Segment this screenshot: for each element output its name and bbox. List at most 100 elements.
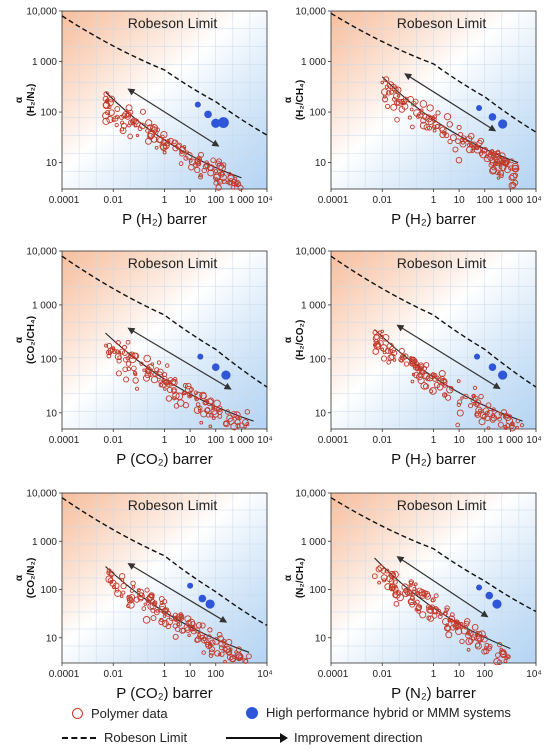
- polymer-point: [211, 404, 215, 409]
- y-tick-label: 10: [46, 408, 58, 419]
- hybrid-point: [197, 353, 204, 360]
- polymer-point: [468, 141, 475, 148]
- polymer-point: [198, 173, 203, 178]
- polymer-point: [499, 173, 504, 179]
- polymer-point: [218, 640, 226, 648]
- polymer-point: [223, 659, 227, 664]
- polymer-point: [106, 353, 112, 359]
- x-tick-label: 0.01: [373, 435, 393, 446]
- polymer-point: [456, 409, 464, 417]
- polymer-point: [496, 176, 501, 180]
- polymer-point: [215, 184, 222, 191]
- polymer-point: [486, 645, 492, 652]
- x-tick-label: 0.01: [104, 669, 124, 680]
- polymer-point: [114, 123, 119, 128]
- y-axis-label: α(CO₂/CH₄): [14, 316, 37, 364]
- polymer-point: [119, 573, 126, 580]
- x-axis-label: P (N₂) barrer: [391, 685, 476, 702]
- polymer-point: [489, 150, 495, 156]
- x-axis-label: P (H₂) barrer: [391, 211, 476, 228]
- polymer-point: [377, 580, 381, 585]
- chart-panel-5: 10 100 1 000 10,000 0.0001 0.01 1 10 100 10⁴ P (CO…: [14, 489, 273, 703]
- y-tick-label: 10: [315, 633, 327, 644]
- polymer-point: [444, 394, 452, 401]
- polymer-point: [504, 426, 508, 430]
- legend: Polymer data High performance hybrid or …: [0, 700, 550, 753]
- polymer-point: [381, 355, 388, 362]
- hybrid-point: [211, 363, 220, 371]
- polymer-point: [509, 424, 516, 432]
- polymer-point: [462, 137, 468, 143]
- polymer-point: [449, 618, 454, 622]
- x-tick-label: 100: [207, 195, 224, 206]
- legend-arrow-label: Improvement direction: [294, 730, 423, 745]
- polymer-point: [474, 402, 480, 408]
- polymer-point: [194, 396, 199, 402]
- polymer-point: [105, 110, 111, 116]
- polymer-point: [495, 652, 501, 658]
- polymer-point: [473, 144, 479, 150]
- polymer-point: [508, 181, 516, 190]
- x-axis-label: P (CO₂) barrer: [116, 451, 212, 468]
- polymer-point: [178, 161, 184, 166]
- polymer-point: [243, 425, 247, 429]
- improvement-arrow: [396, 324, 501, 390]
- polymer-point: [388, 570, 396, 579]
- polymer-point: [457, 399, 463, 405]
- polymer-point: [207, 627, 213, 633]
- polymer-point: [227, 171, 232, 176]
- polymer-point: [505, 417, 514, 425]
- polymer-point: [200, 392, 207, 400]
- x-axis-label: P (CO₂) barrer: [116, 685, 212, 702]
- polymer-point: [201, 650, 206, 655]
- x-tick-label: 1: [431, 669, 437, 680]
- polymer-point: [108, 570, 115, 577]
- legend-robeson-label: Robeson Limit: [104, 730, 188, 745]
- robeson-label: Robeson Limit: [128, 15, 218, 31]
- polymer-point: [380, 347, 385, 351]
- polymer-point: [182, 402, 190, 409]
- x-tick-label: 100: [476, 195, 493, 206]
- y-tick-label: 1 000: [32, 300, 57, 311]
- x-tick-label: 1: [162, 435, 168, 446]
- polymer-point: [200, 636, 208, 644]
- x-tick-label: 10⁴: [257, 435, 272, 446]
- polymer-point: [208, 653, 214, 658]
- polymer-point: [447, 138, 453, 145]
- polymer-point: [120, 582, 127, 590]
- polymer-point: [464, 618, 471, 625]
- polymer-point: [102, 117, 110, 126]
- polymer-point: [377, 330, 382, 335]
- y-tick-label: 10,000: [26, 247, 57, 258]
- y-axis-label: α(CO₂/N₂): [14, 558, 37, 599]
- polymer-point: [120, 122, 128, 129]
- grid: [62, 11, 267, 189]
- x-tick-label: 1 000: [498, 435, 523, 446]
- x-tick-label: 10⁴: [257, 195, 272, 206]
- legend-arrow: Improvement direction: [226, 730, 423, 745]
- polymer-point: [465, 632, 472, 639]
- polymer-point: [208, 649, 215, 656]
- improvement-arrow: [127, 563, 228, 623]
- y-tick-label: 1 000: [301, 300, 326, 311]
- y-tick-label: 1 000: [32, 57, 57, 68]
- polymer-point: [470, 148, 475, 153]
- polymer-point: [115, 370, 122, 377]
- polymer-point: [175, 392, 184, 401]
- polymer-point: [189, 624, 196, 631]
- polymer-point: [207, 642, 212, 647]
- robeson-limit-line: [330, 12, 537, 133]
- polymer-point: [230, 422, 239, 431]
- polymer-point: [469, 143, 474, 148]
- polymer-point: [497, 170, 505, 177]
- polymer-point: [244, 409, 251, 415]
- polymer-point: [459, 622, 464, 627]
- polymer-point: [188, 164, 195, 171]
- x-tick-label: 0.0001: [49, 669, 80, 680]
- polymer-point: [172, 392, 180, 400]
- hybrid-point: [218, 117, 229, 128]
- polymer-point: [454, 621, 462, 629]
- x-tick-label: 0.0001: [318, 435, 349, 446]
